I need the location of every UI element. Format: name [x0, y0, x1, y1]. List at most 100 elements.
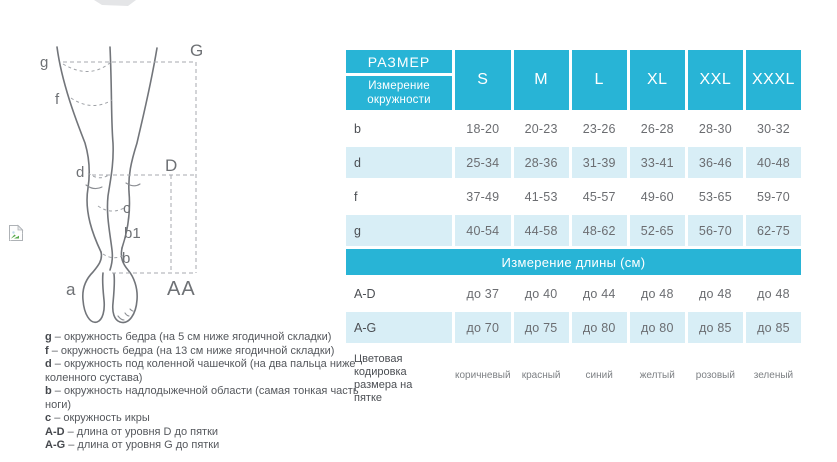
table-value: 62-75 [745, 215, 801, 246]
table-row-label: f [354, 189, 358, 204]
legend-text: – окружность бедра (на 13 см ниже ягодич… [51, 344, 335, 357]
table-value: 31-39 [571, 147, 627, 178]
legend-key: A-G [45, 439, 66, 451]
f-circumference-arc [70, 97, 113, 106]
heel-color-coding-label: Цветовая кодировка размера на пятке [346, 346, 452, 404]
table-value: 49-60 [640, 189, 674, 204]
table-value: 40-54 [455, 215, 511, 246]
left-foot-outline [82, 251, 106, 324]
size-column-header-xl: XL [629, 50, 685, 110]
diagram-label-b1: b1 [124, 225, 141, 242]
size-column-header-xxl: XXL [687, 50, 743, 110]
table-value: до 85 [687, 312, 743, 343]
table-value: до 48 [699, 286, 732, 301]
table-value: до 48 [640, 286, 674, 301]
left-leg-outline [56, 46, 102, 253]
table-value: 25-34 [455, 147, 511, 178]
diagram-label-a: a [66, 280, 76, 299]
table-row-label: g [346, 215, 452, 246]
diagram-label-D: D [165, 156, 177, 175]
heel-color-value: розовый [695, 369, 735, 381]
table-row-label: b [354, 121, 361, 136]
right-leg-outline [121, 47, 158, 249]
legend-key: f [45, 344, 49, 357]
legend-key: d [45, 358, 52, 370]
table-value: до 70 [455, 312, 511, 343]
legs-measurement-diagram: g f d c b1 b a G D AA [40, 0, 203, 324]
toes-lines [117, 308, 134, 321]
size-column-header-s: S [455, 50, 511, 110]
legend-text: – окружность бедра (на 5 см ниже ягодичн… [54, 331, 332, 343]
table-value: 53-65 [698, 189, 732, 204]
table-row-label: A-G [346, 312, 452, 343]
table-value: до 44 [582, 286, 616, 301]
table-value: 52-65 [629, 215, 685, 246]
diagram-label-g: g [40, 54, 48, 71]
table-value: до 75 [513, 312, 569, 343]
left-knee-line [85, 184, 103, 190]
legend-key: g [45, 331, 52, 343]
legend-key: A-D [45, 425, 65, 438]
size-column-header-l: L [571, 50, 627, 110]
diagram-label-G: G [190, 41, 203, 60]
right-foot-outline [111, 247, 138, 324]
legend-text: – длина от уровня G до пятки [68, 439, 220, 451]
table-value: 44-58 [513, 215, 569, 246]
table-value: 45-57 [582, 189, 616, 204]
table-value: 37-49 [466, 189, 500, 204]
table-value: 36-46 [687, 147, 743, 178]
table-value: 20-23 [524, 121, 558, 136]
table-value: 56-70 [687, 215, 743, 246]
legend-item-f: f – окружность бедра (на 13 см ниже ягод… [45, 345, 365, 359]
legend-text: – окружность икры [54, 412, 150, 424]
size-table: РАЗМЕР Измерение окружности S M L XL XXL… [346, 50, 801, 404]
table-row-label: d [346, 147, 452, 178]
torso-hint-shape [94, 0, 136, 6]
legend-text: – длина от уровня D до пятки [67, 425, 219, 438]
table-value: 41-53 [524, 189, 558, 204]
right-knee-line [125, 182, 141, 187]
heel-color-value: коричневый [455, 369, 511, 381]
legend-key: c [45, 412, 52, 424]
inner-leg-line [106, 46, 114, 271]
table-value: 59-70 [756, 189, 790, 204]
heel-color-value: синий [585, 369, 613, 381]
g-circumference-arc [62, 61, 112, 72]
diagram-label-AA: AA [167, 278, 196, 300]
size-column-header-xxxl: XXXL [745, 50, 801, 110]
b-circumference-arc [102, 253, 125, 259]
table-value: 23-26 [582, 121, 616, 136]
table-value: 33-41 [629, 147, 685, 178]
table-value: 28-36 [513, 147, 569, 178]
diagram-label-c: c [123, 200, 131, 217]
heel-color-value: зеленый [753, 369, 794, 381]
legend-item-AG: A-G – длина от уровня G до пятки [45, 439, 365, 453]
table-value: 30-32 [756, 121, 790, 136]
table-value: до 37 [466, 286, 500, 301]
diagram-label-f: f [55, 91, 60, 108]
heel-color-value: желтый [639, 369, 675, 381]
table-value: до 48 [757, 286, 790, 301]
diagram-label-d: d [76, 164, 84, 181]
table-value: до 85 [745, 312, 801, 343]
measurement-legend: g – окружность бедра (на 5 см ниже ягоди… [45, 331, 365, 453]
table-value: до 40 [524, 286, 558, 301]
legend-item-AD: A-D – длина от уровня D до пятки [45, 426, 365, 440]
d-circumference-arc [87, 172, 111, 179]
legend-item-b: b – окружность надлодыжечной области (са… [45, 385, 365, 412]
heel-color-coding-text: Цветовая кодировка размера на пятке [354, 353, 413, 404]
table-value: 48-62 [571, 215, 627, 246]
legend-item-c: c – окружность икры [45, 412, 365, 426]
size-column-header-m: M [513, 50, 569, 110]
legend-item-d: d – окружность под коленной чашечкой (на… [45, 358, 365, 385]
length-section-header: Измерение длины (см) [346, 249, 801, 275]
broken-image-icon [9, 224, 24, 241]
table-value: 28-30 [698, 121, 732, 136]
table-value: до 80 [571, 312, 627, 343]
table-header-size: РАЗМЕР [346, 50, 452, 73]
legend-item-g: g – окружность бедра (на 5 см ниже ягоди… [45, 331, 365, 345]
c-circumference-arc [97, 205, 125, 212]
table-value: 26-28 [640, 121, 674, 136]
legend-text: – окружность надлодыжечной области (сама… [45, 385, 359, 411]
